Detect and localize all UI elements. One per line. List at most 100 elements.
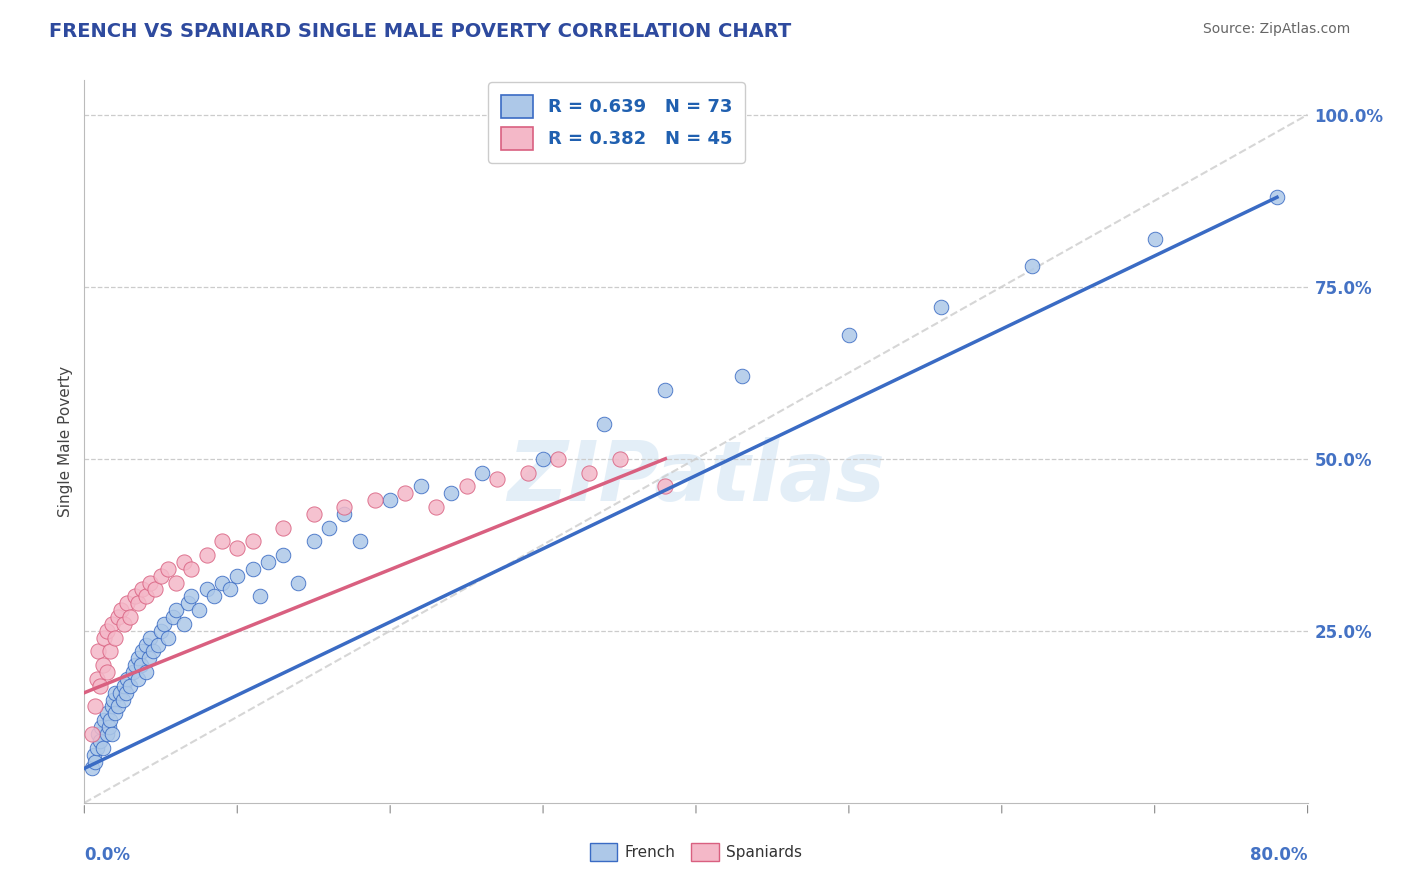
Point [157, 631, 180, 645]
Point [91, 740, 114, 755]
Point [89, 679, 111, 693]
Point [1021, 259, 1043, 273]
Point [593, 417, 616, 432]
Point [249, 590, 271, 604]
Point [578, 466, 600, 480]
Point [87, 644, 110, 658]
Point [146, 638, 169, 652]
Point [380, 493, 402, 508]
Point [654, 383, 676, 397]
Point [139, 631, 162, 645]
Point [211, 534, 233, 549]
Point [124, 590, 146, 604]
Point [131, 644, 153, 658]
Point [120, 610, 142, 624]
Point [122, 665, 145, 679]
Point [111, 692, 134, 706]
Point [333, 500, 356, 514]
Point [157, 562, 180, 576]
Text: FRENCH VS SPANIARD SINGLE MALE POVERTY CORRELATION CHART: FRENCH VS SPANIARD SINGLE MALE POVERTY C… [49, 22, 792, 41]
Point [425, 500, 447, 514]
Point [135, 590, 157, 604]
Point [271, 548, 294, 562]
Point [153, 616, 176, 631]
Point [177, 596, 200, 610]
Point [195, 582, 218, 597]
Point [838, 327, 860, 342]
Point [218, 582, 240, 597]
Point [104, 706, 127, 721]
Point [654, 479, 676, 493]
Point [165, 603, 187, 617]
Y-axis label: Single Male Poverty: Single Male Poverty [58, 366, 73, 517]
Point [104, 686, 127, 700]
Point [188, 603, 211, 617]
Point [93, 631, 115, 645]
Point [80, 761, 103, 775]
Point [129, 658, 152, 673]
Text: ZIPatlas: ZIPatlas [508, 437, 884, 518]
Point [91, 658, 114, 673]
Point [731, 369, 754, 384]
Point [211, 575, 233, 590]
Point [115, 672, 138, 686]
Point [486, 472, 509, 486]
Point [93, 713, 115, 727]
Point [456, 479, 478, 493]
Point [162, 610, 184, 624]
Point [127, 651, 149, 665]
Point [87, 727, 110, 741]
Point [138, 651, 160, 665]
Text: Source: ZipAtlas.com: Source: ZipAtlas.com [1202, 22, 1350, 37]
Point [242, 534, 264, 549]
Point [135, 638, 157, 652]
Point [173, 616, 195, 631]
Point [929, 301, 952, 315]
Point [96, 727, 118, 741]
Point [104, 631, 127, 645]
Point [242, 562, 264, 576]
Point [80, 727, 103, 741]
Point [114, 686, 136, 700]
Point [84, 699, 107, 714]
Point [173, 555, 195, 569]
Point [547, 451, 569, 466]
Text: 0.0%: 0.0% [84, 847, 131, 864]
Point [471, 466, 494, 480]
Point [108, 686, 131, 700]
Point [333, 507, 356, 521]
Legend: French, Spaniards: French, Spaniards [583, 837, 808, 867]
Point [257, 555, 280, 569]
Point [142, 644, 165, 658]
Point [394, 486, 416, 500]
Point [101, 616, 124, 631]
Point [226, 568, 249, 582]
Point [149, 624, 172, 638]
Point [440, 486, 463, 500]
Point [364, 493, 387, 508]
Point [98, 713, 121, 727]
Point [516, 466, 538, 480]
Point [165, 575, 187, 590]
Point [180, 590, 202, 604]
Point [180, 562, 202, 576]
Point [110, 603, 132, 617]
Point [127, 596, 149, 610]
Point [84, 755, 107, 769]
Point [101, 699, 124, 714]
Point [112, 679, 135, 693]
Text: 80.0%: 80.0% [1250, 847, 1308, 864]
Point [302, 534, 325, 549]
Point [107, 699, 129, 714]
Point [127, 672, 149, 686]
Point [609, 451, 631, 466]
Point [531, 451, 554, 466]
Point [112, 616, 135, 631]
Point [1143, 231, 1166, 245]
Point [318, 520, 340, 534]
Point [96, 665, 118, 679]
Point [226, 541, 249, 556]
Point [131, 582, 153, 597]
Point [103, 692, 125, 706]
Point [101, 727, 124, 741]
